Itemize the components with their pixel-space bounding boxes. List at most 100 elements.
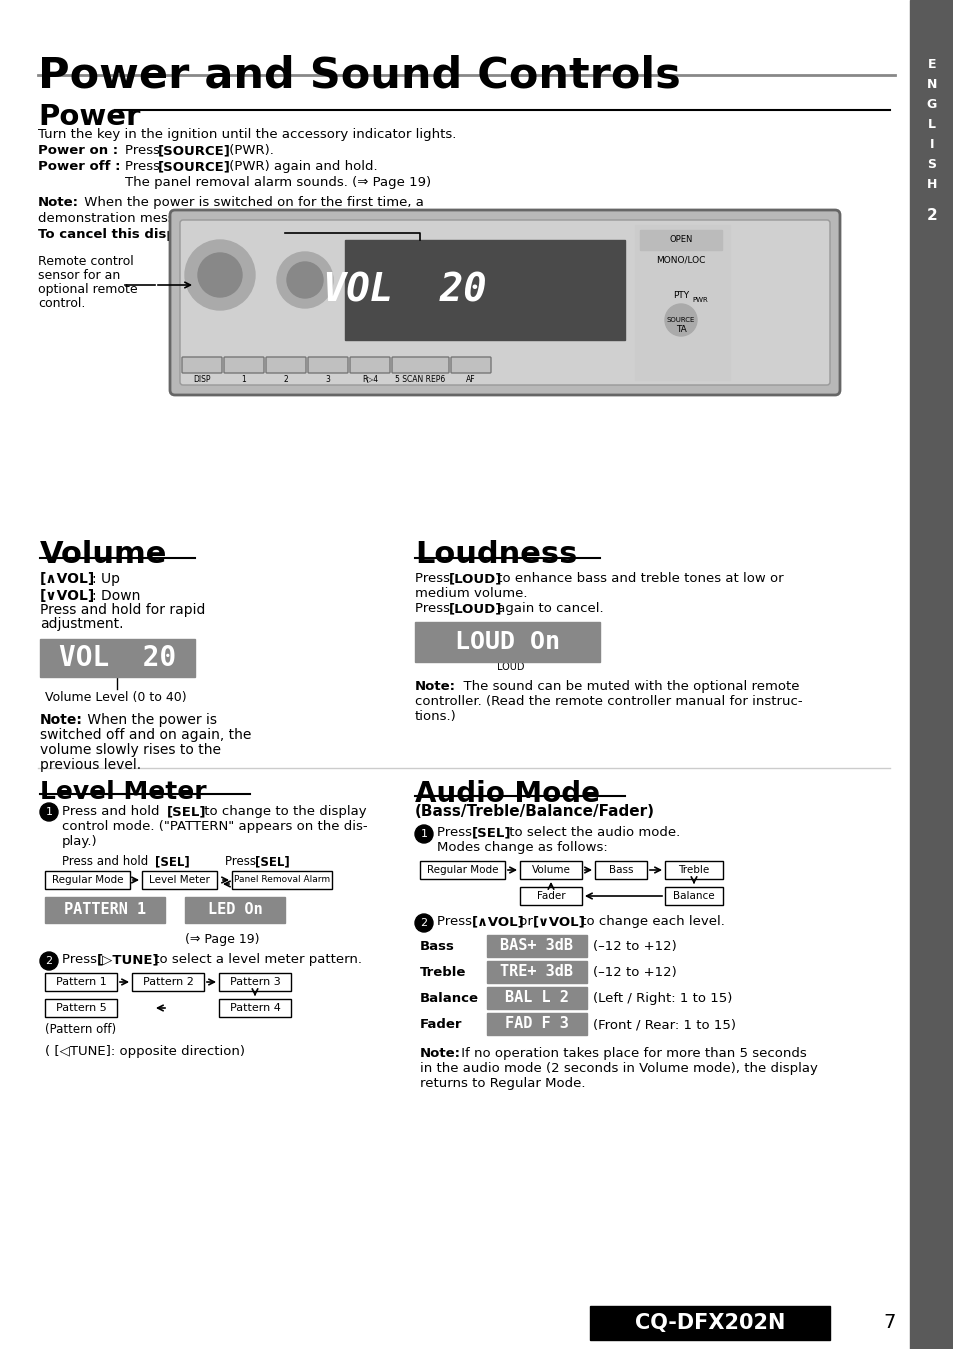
- Text: returns to Regular Mode.: returns to Regular Mode.: [419, 1077, 585, 1090]
- Text: S: S: [926, 158, 936, 171]
- Text: to change to the display: to change to the display: [200, 805, 366, 817]
- Text: G: G: [926, 98, 936, 112]
- FancyBboxPatch shape: [182, 357, 222, 374]
- Bar: [45, 973, 117, 992]
- Text: 2: 2: [925, 208, 937, 223]
- Text: (PWR).: (PWR).: [225, 144, 274, 156]
- Text: If no operation takes place for more than 5 seconds: If no operation takes place for more tha…: [456, 1047, 806, 1060]
- Text: Bass: Bass: [608, 865, 633, 876]
- Text: [▷TUNE]: [▷TUNE]: [97, 952, 159, 966]
- Bar: [219, 1000, 291, 1017]
- Text: Press: Press: [415, 602, 454, 615]
- Text: CQ-DFX202N: CQ-DFX202N: [634, 1313, 784, 1333]
- Text: Note:: Note:: [419, 1047, 460, 1060]
- Text: Treble: Treble: [419, 966, 466, 979]
- Text: 1: 1: [420, 830, 427, 839]
- Bar: [419, 861, 504, 880]
- Text: Press: Press: [225, 855, 259, 867]
- Text: PTY: PTY: [672, 290, 688, 299]
- Bar: [219, 1000, 291, 1017]
- Text: [LOUD]: [LOUD]: [449, 572, 502, 585]
- Text: 2: 2: [283, 375, 288, 383]
- Text: Power and Sound Controls: Power and Sound Controls: [38, 55, 680, 97]
- Bar: [519, 888, 581, 905]
- Bar: [664, 861, 722, 880]
- Text: (Bass/Treble/Balance/Fader): (Bass/Treble/Balance/Fader): [415, 804, 655, 819]
- Text: The panel removal alarm sounds. (⇒ Page 19): The panel removal alarm sounds. (⇒ Page …: [125, 175, 431, 189]
- Text: 3: 3: [325, 375, 330, 383]
- Circle shape: [198, 254, 242, 297]
- Text: Power off :: Power off :: [38, 161, 120, 173]
- Text: REPEAT: REPEAT: [393, 363, 418, 370]
- Text: again to cancel.: again to cancel.: [493, 602, 603, 615]
- Bar: [664, 861, 722, 880]
- Text: Note:: Note:: [40, 714, 83, 727]
- Text: to select the audio mode.: to select the audio mode.: [504, 826, 679, 839]
- Text: [∧VOL]: [∧VOL]: [472, 915, 524, 928]
- Circle shape: [415, 915, 433, 932]
- Text: Press and hold: Press and hold: [62, 855, 152, 867]
- Circle shape: [276, 252, 333, 308]
- Text: The sound can be muted with the optional remote: The sound can be muted with the optional…: [455, 680, 799, 693]
- FancyBboxPatch shape: [224, 357, 264, 374]
- Text: (Pattern off): (Pattern off): [45, 1023, 116, 1036]
- FancyBboxPatch shape: [451, 357, 491, 374]
- Text: Power: Power: [38, 103, 140, 131]
- Text: (–12 to +12): (–12 to +12): [593, 966, 676, 979]
- FancyBboxPatch shape: [308, 357, 348, 374]
- Text: PWR: PWR: [691, 297, 707, 304]
- Text: (Left / Right: 1 to 15): (Left / Right: 1 to 15): [593, 992, 732, 1005]
- Text: [SEL]: [SEL]: [167, 805, 206, 817]
- Text: When the power is: When the power is: [83, 714, 216, 727]
- Text: Fader: Fader: [419, 1018, 462, 1031]
- Text: Note:: Note:: [415, 680, 456, 693]
- Text: SOURCE: SOURCE: [666, 317, 695, 322]
- Text: LOUD On: LOUD On: [455, 630, 559, 654]
- Text: [SOURCE]: [SOURCE]: [158, 161, 231, 173]
- Bar: [40, 639, 194, 677]
- Text: TRE+ 3dB: TRE+ 3dB: [500, 965, 573, 979]
- Text: 45Wx4: 45Wx4: [604, 231, 647, 241]
- Bar: [142, 871, 216, 889]
- Circle shape: [40, 803, 58, 822]
- Bar: [664, 888, 722, 905]
- Bar: [519, 861, 581, 880]
- Text: Balance: Balance: [673, 890, 714, 901]
- Text: Remote control: Remote control: [38, 255, 133, 268]
- Text: optional remote: optional remote: [38, 283, 137, 295]
- Text: sensor for an: sensor for an: [38, 268, 120, 282]
- Text: adjustment.: adjustment.: [40, 616, 123, 631]
- Bar: [45, 973, 117, 992]
- Bar: [132, 973, 204, 992]
- Circle shape: [40, 952, 58, 970]
- Bar: [519, 861, 581, 880]
- Text: DISC: DISC: [223, 363, 241, 372]
- Text: Press and hold for rapid: Press and hold for rapid: [40, 603, 205, 616]
- Bar: [232, 871, 332, 889]
- Text: 2: 2: [46, 956, 52, 966]
- Text: play.): play.): [62, 835, 97, 849]
- Text: [∨VOL]: [∨VOL]: [40, 590, 95, 603]
- Bar: [45, 871, 130, 889]
- Text: (PWR) again and hold.: (PWR) again and hold.: [225, 161, 377, 173]
- Text: L: L: [927, 119, 935, 131]
- Text: E: E: [926, 58, 935, 71]
- Text: MONO/LOC: MONO/LOC: [656, 255, 705, 264]
- Text: PATTERN 1: PATTERN 1: [64, 902, 146, 917]
- Text: Regular Mode: Regular Mode: [426, 865, 497, 876]
- Text: VOL: VOL: [203, 258, 219, 266]
- Text: I: I: [929, 139, 933, 151]
- Text: 7: 7: [882, 1313, 895, 1331]
- Text: CQ-DFX202N: CQ-DFX202N: [424, 231, 489, 241]
- Bar: [132, 973, 204, 992]
- Text: switched off and on again, the: switched off and on again, the: [40, 728, 251, 742]
- Text: TUNE: TUNE: [293, 259, 314, 268]
- Text: to select a level meter pattern.: to select a level meter pattern.: [150, 952, 361, 966]
- Text: Volume: Volume: [40, 540, 167, 569]
- Text: 1: 1: [241, 375, 246, 383]
- Bar: [664, 888, 722, 905]
- Bar: [419, 861, 504, 880]
- Text: control.: control.: [38, 297, 85, 310]
- Text: to enhance bass and treble tones at low or: to enhance bass and treble tones at low …: [493, 572, 782, 585]
- Text: Panasonic: Panasonic: [350, 231, 420, 244]
